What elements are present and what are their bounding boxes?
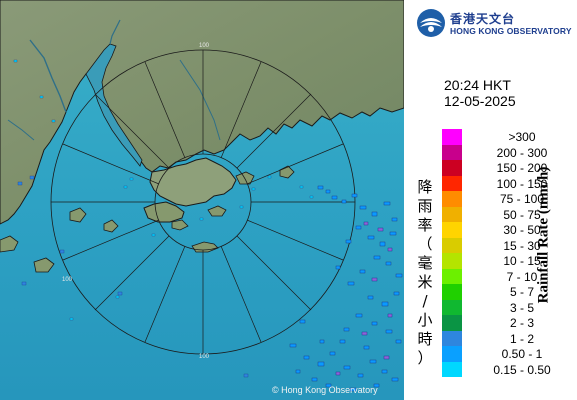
legend-title-chinese: 降雨率（毫米 / 小時） (417, 178, 433, 368)
legend-title-char: 米 (417, 273, 433, 291)
legend-title-char: 毫 (417, 254, 433, 272)
legend-title-char: 降 (417, 178, 433, 196)
legend-label: 75 - 100 (499, 192, 545, 206)
river (179, 59, 221, 141)
legend-title-char: 雨 (417, 197, 433, 215)
lantau-island (143, 201, 185, 223)
legend-swatch (442, 346, 462, 362)
legend-swatch (442, 284, 462, 300)
range-label: 100 (199, 43, 210, 49)
legend-label: 1 - 2 (509, 331, 534, 346)
legend-label: 2 - 3 (509, 316, 534, 330)
pearl-river-estuary (85, 43, 143, 167)
legend-title-char: ） (417, 349, 433, 367)
legend-swatch (442, 268, 462, 284)
legend-label: >300 (508, 130, 536, 144)
observation-time: 20:24 HKT (444, 77, 511, 93)
info-panel: 香港天文台 HONG KONG OBSERVATORY 20:24 HKT 12… (404, 0, 577, 400)
legend-label: 100 - 150 (496, 176, 548, 191)
legend-label: 200 - 300 (496, 145, 548, 160)
legend-swatch (442, 129, 462, 145)
radar-map-canvas: 100 100 100 (0, 0, 404, 400)
legend-swatch (442, 144, 462, 160)
small-island (0, 235, 19, 253)
legend-label: 5 - 7 (509, 285, 534, 299)
legend-label: 50 - 75 (503, 207, 541, 222)
legend-label: 0.50 - 1 (501, 347, 543, 361)
legend-title-char: 率 (417, 216, 433, 234)
small-island (207, 205, 227, 217)
legend-swatch (442, 299, 462, 315)
legend-swatch (442, 361, 462, 377)
legend-swatch (442, 206, 462, 222)
legend-swatch (442, 160, 462, 176)
range-label: 100 (62, 277, 73, 283)
hko-logo-icon (417, 9, 445, 37)
legend-label: 0.15 - 0.50 (493, 362, 551, 377)
river (109, 19, 121, 45)
rainfall-legend (442, 129, 462, 377)
rain-echoes (13, 59, 403, 392)
org-name-chinese: 香港天文台 (450, 12, 516, 26)
hong-kong-island-group (149, 157, 237, 207)
hko-logo: 香港天文台 HONG KONG OBSERVATORY (416, 6, 576, 40)
legend-swatch (442, 330, 462, 346)
small-island (69, 207, 87, 223)
legend-label: 7 - 10 (506, 269, 538, 284)
copyright-notice: © Hong Kong Observatory (272, 385, 378, 395)
observation-date: 12-05-2025 (444, 93, 516, 109)
legend-label: 15 - 30 (503, 238, 541, 253)
small-island (171, 219, 189, 231)
small-island (33, 257, 55, 273)
radial-lines (51, 50, 355, 354)
legend-swatch (442, 222, 462, 238)
legend-swatch (442, 237, 462, 253)
radar-map: 100 100 100 (0, 0, 404, 400)
legend-label: 3 - 5 (509, 300, 534, 315)
range-label: 100 (199, 354, 210, 360)
org-name-english: HONG KONG OBSERVATORY (450, 26, 572, 36)
legend-label: 150 - 200 (496, 161, 548, 175)
legend-label: 30 - 50 (503, 223, 541, 237)
small-island (103, 219, 119, 233)
legend-swatch (442, 253, 462, 269)
legend-label: 10 - 15 (503, 254, 541, 268)
legend-title-char: 小 (417, 311, 433, 329)
legend-swatch (442, 175, 462, 191)
legend-title-char: （ (417, 235, 433, 253)
legend-swatch (442, 315, 462, 331)
legend-title-char: 時 (417, 330, 433, 348)
legend-swatch (442, 191, 462, 207)
river (7, 119, 35, 141)
river (29, 39, 67, 113)
legend-title-char: / (422, 292, 428, 310)
